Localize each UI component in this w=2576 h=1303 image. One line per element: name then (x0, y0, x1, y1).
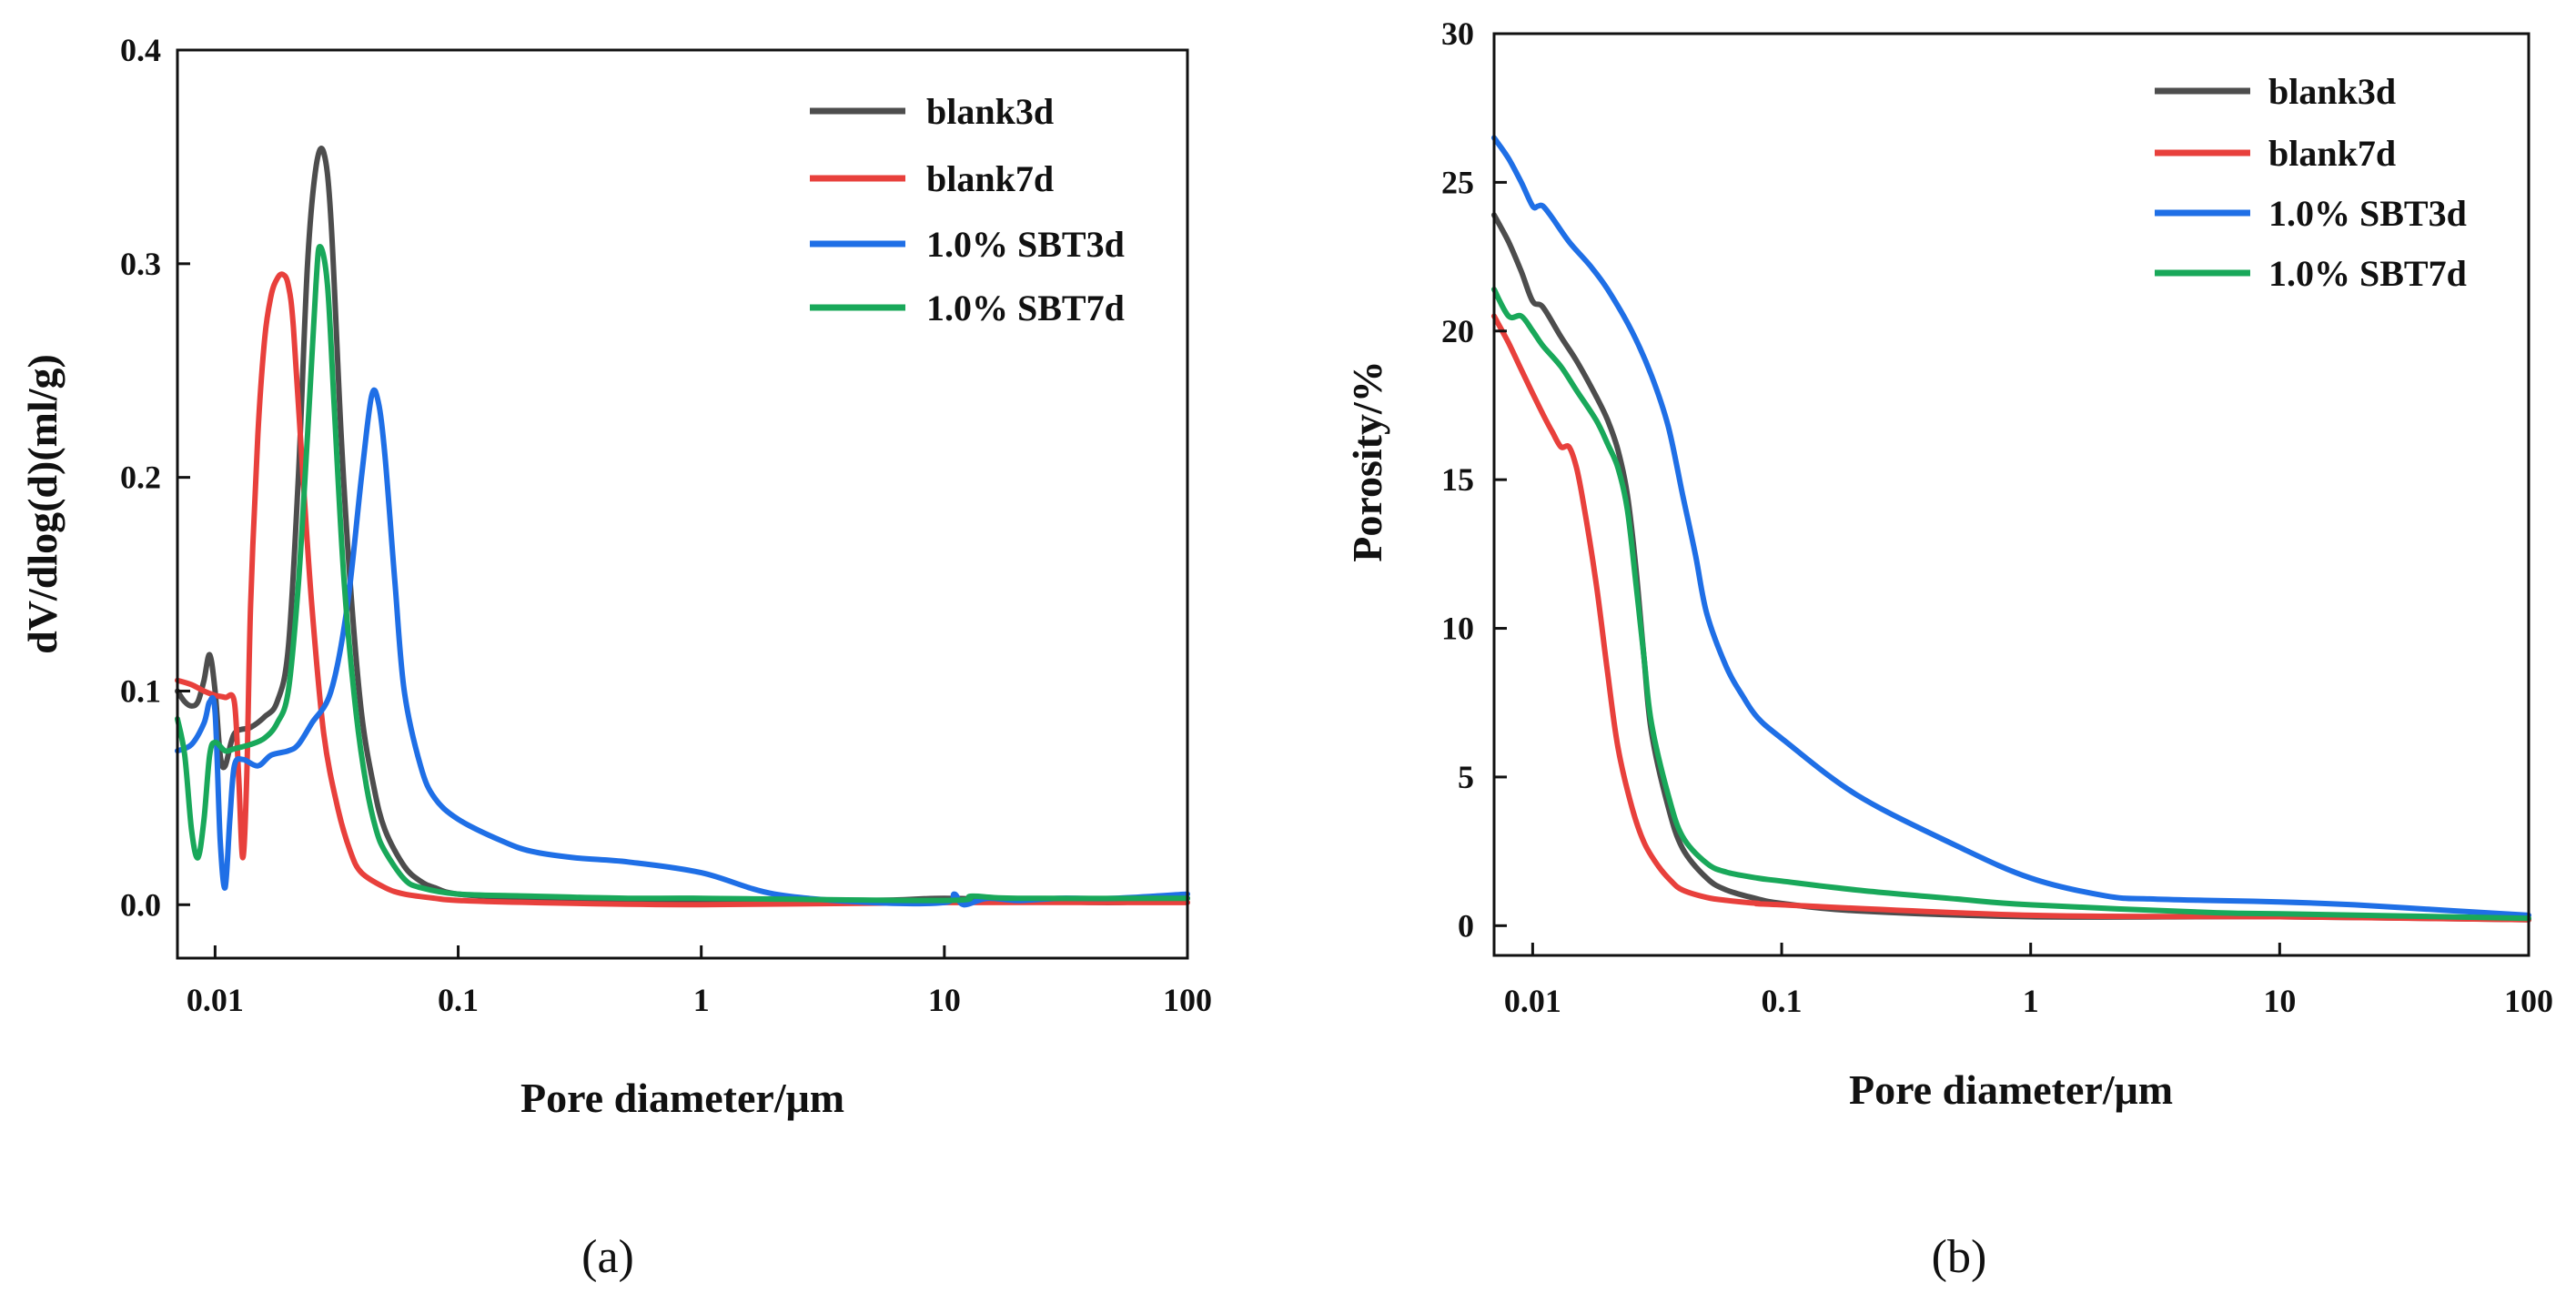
panel-a-series-1-0-sbt7d (175, 244, 1190, 904)
panel-a-x-tick-label: 0.1 (438, 982, 479, 1018)
panel-a-y-tick-label: 0.4 (120, 32, 161, 68)
panel-a-plot-frame (176, 48, 1189, 960)
panel-b-x-tick-label: 0.1 (1762, 983, 1803, 1019)
panel-b-y-tick-label: 20 (1441, 313, 1474, 349)
panel-b-y-tick-label: 10 (1441, 611, 1474, 647)
panel-b-y-tick-label: 5 (1458, 759, 1474, 795)
panel-b-y-tick-label: 15 (1441, 461, 1474, 498)
panel-b-x-axis-title: Pore diameter/μm (1849, 1066, 2173, 1113)
panel-a-legend-label-blank3d: blank3d (926, 91, 1054, 132)
panel-a-series-1-0-sbt3d (175, 387, 1190, 908)
panel-a-legend: blank3d blank7d 1.0% SBT3d 1.0% SBT7d (810, 91, 1125, 328)
panel-b-legend-label-blank3d: blank3d (2268, 71, 2396, 112)
panel-a-series-blank7d (175, 271, 1190, 908)
panel-a-y-tick-label: 0.3 (120, 246, 161, 282)
panel-a: 0.01 0.1 1 10 100 0.0 0.1 0.2 0.3 0.4 Pore diamet… (19, 32, 1212, 1283)
panel-a-legend-label-sbt3d: 1.0% SBT3d (926, 224, 1125, 265)
panel-a-x-axis-title: Pore diameter/μm (520, 1075, 844, 1121)
panel-a-y-axis-title: dV/dlog(d)(ml/g) (19, 354, 66, 654)
panel-b-series (1491, 135, 2531, 923)
panel-b: 0.01 0.1 1 10 100 0 5 10 15 20 25 30 Pore diameter/… (1344, 15, 2553, 1283)
panel-a-label: (a) (581, 1231, 634, 1283)
panel-b-x-tick-label: 1 (2023, 983, 2039, 1019)
panel-b-y-tick-label: 25 (1441, 164, 1474, 200)
panel-a-y-tick-label: 0.2 (120, 460, 161, 496)
panel-b-label: (b) (1932, 1231, 1987, 1283)
panel-b-plot-frame (1492, 32, 2531, 957)
panel-b-series-1-0-sbt3d (1491, 135, 2531, 918)
panel-a-ticks: 0.01 0.1 1 10 100 0.0 0.1 0.2 0.3 0.4 (120, 32, 1212, 1018)
panel-a-x-tick-label: 100 (1163, 982, 1212, 1018)
panel-b-legend-label-sbt7d: 1.0% SBT7d (2268, 253, 2467, 294)
panel-a-x-tick-label: 1 (693, 982, 710, 1018)
panel-b-ticks: 0.01 0.1 1 10 100 0 5 10 15 20 25 30 (1441, 15, 2553, 1019)
panel-a-y-tick-label: 0.0 (120, 886, 161, 923)
panel-b-x-tick-label: 10 (2263, 983, 2296, 1019)
panel-b-series-blank3d (1491, 212, 2531, 923)
panel-a-legend-label-blank7d: blank7d (926, 158, 1054, 199)
panel-b-legend-label-sbt3d: 1.0% SBT3d (2268, 193, 2467, 234)
panel-b-series-1-0-sbt7d (1491, 287, 2531, 922)
panel-a-y-tick-label: 0.1 (120, 672, 161, 709)
panel-b-legend: blank3d blank7d 1.0% SBT3d 1.0% SBT7d (2155, 71, 2467, 294)
panel-b-x-tick-label: 100 (2504, 983, 2553, 1019)
panel-a-x-tick-label: 10 (928, 982, 961, 1018)
panel-a-legend-label-sbt7d: 1.0% SBT7d (926, 288, 1125, 328)
panel-a-series (175, 146, 1190, 908)
panel-b-x-tick-label: 0.01 (1504, 983, 1561, 1019)
panel-b-series-blank7d (1491, 313, 2531, 923)
panel-b-y-tick-label: 0 (1458, 907, 1474, 944)
panel-a-x-tick-label: 0.01 (187, 982, 244, 1018)
panel-b-legend-label-blank7d: blank7d (2268, 133, 2396, 174)
panel-b-y-tick-label: 30 (1441, 15, 1474, 52)
panel-b-y-axis-title: Porosity/% (1344, 360, 1390, 561)
